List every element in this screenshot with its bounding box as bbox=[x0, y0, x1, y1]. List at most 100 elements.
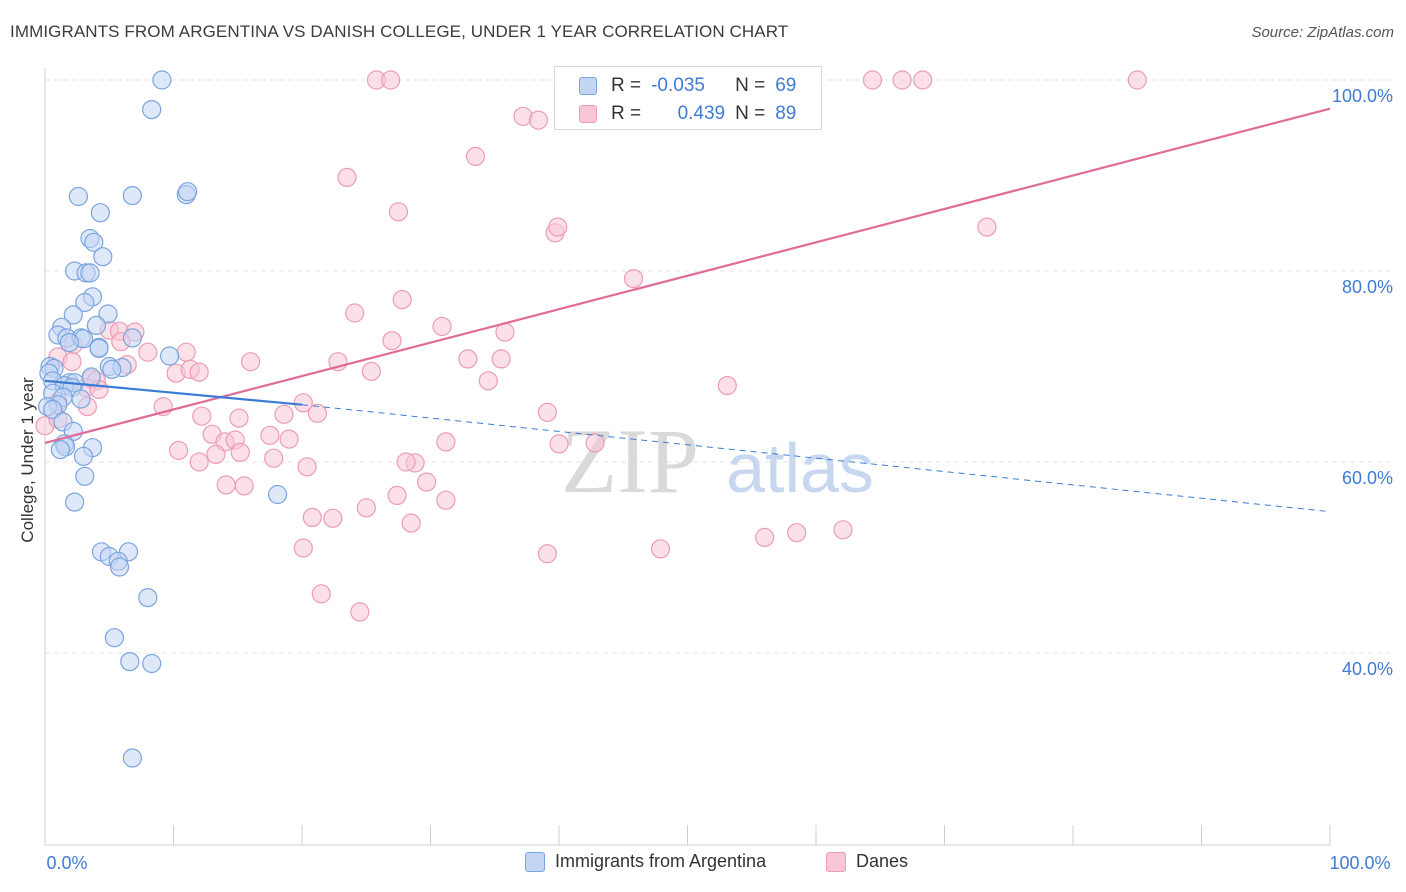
stats-row-argentina: R = -0.035 N = 69 bbox=[555, 72, 796, 100]
argentina-n-value: 69 bbox=[775, 75, 797, 96]
y-tick-label: 60.0% bbox=[1342, 468, 1393, 488]
legend-label-danes: Danes bbox=[856, 851, 909, 871]
danes-point bbox=[260, 425, 280, 445]
danes-point bbox=[62, 352, 82, 372]
danes-point bbox=[216, 475, 236, 495]
legend-item-argentina[interactable]: Immigrants from Argentina bbox=[525, 851, 766, 872]
watermark-zip: ZIP bbox=[561, 410, 699, 512]
danes-point bbox=[323, 508, 343, 528]
danes-point bbox=[189, 362, 209, 382]
danes-point bbox=[396, 452, 416, 472]
stats-legend: R = -0.035 N = 69 R = 0.439 N = 89 bbox=[554, 66, 822, 130]
danes-point bbox=[436, 432, 456, 452]
x-tick-min: 0.0% bbox=[46, 853, 87, 873]
n-label: N = bbox=[735, 103, 766, 124]
argentina-point bbox=[75, 292, 95, 313]
bottom-legend: Immigrants from Argentina Danes bbox=[0, 851, 1406, 877]
legend-swatch-argentina bbox=[525, 851, 545, 872]
danes-point bbox=[307, 403, 327, 423]
argentina-point bbox=[63, 305, 83, 325]
danes-point bbox=[401, 513, 421, 533]
danes-point bbox=[892, 70, 912, 90]
argentina-point bbox=[43, 399, 63, 420]
argentina-point bbox=[90, 203, 110, 223]
danes-point bbox=[297, 457, 317, 477]
danes-point bbox=[138, 342, 158, 362]
argentina-point bbox=[71, 389, 91, 409]
argentina-point bbox=[73, 446, 94, 466]
danes-point bbox=[279, 429, 299, 449]
argentina-point bbox=[122, 328, 142, 348]
r-label: R = bbox=[611, 103, 642, 124]
legend-label-argentina: Immigrants from Argentina bbox=[555, 851, 767, 871]
argentina-point bbox=[80, 263, 100, 283]
argentina-point bbox=[84, 232, 104, 252]
argentina-point bbox=[138, 587, 158, 608]
watermark-atlas: atlas bbox=[726, 429, 874, 507]
danes-point bbox=[350, 602, 370, 622]
danes-point bbox=[241, 352, 261, 372]
argentina-point bbox=[98, 304, 118, 324]
argentina-point bbox=[104, 628, 125, 648]
danes-point bbox=[623, 269, 644, 289]
argentina-point bbox=[122, 186, 142, 206]
argentina-point bbox=[122, 748, 142, 768]
danes-point bbox=[537, 544, 558, 564]
danes-point bbox=[311, 584, 331, 604]
argentina-point bbox=[268, 484, 288, 505]
argentina-point bbox=[93, 247, 113, 267]
y-tick-label: 80.0% bbox=[1342, 277, 1393, 297]
danes-point bbox=[381, 70, 401, 90]
danes-point bbox=[388, 202, 408, 222]
argentina-point bbox=[68, 186, 89, 207]
argentina-point bbox=[89, 338, 109, 358]
danes-point bbox=[537, 402, 558, 422]
argentina-trend-extension bbox=[301, 404, 1331, 513]
legend-item-danes[interactable]: Danes bbox=[826, 851, 908, 872]
argentina-point bbox=[59, 333, 80, 353]
source-label: Source: ZipAtlas.com bbox=[1251, 24, 1394, 41]
watermark: ZIP atlas bbox=[561, 410, 874, 512]
argentina-point bbox=[102, 359, 122, 379]
danes-point bbox=[478, 371, 498, 391]
danes-point bbox=[361, 361, 381, 381]
danes-swatch bbox=[579, 105, 597, 123]
danes-point bbox=[458, 349, 478, 369]
danes-point bbox=[717, 376, 737, 396]
argentina-point bbox=[120, 651, 140, 672]
argentina-point bbox=[142, 99, 162, 120]
argentina-swatch bbox=[579, 77, 597, 95]
danes-points bbox=[35, 70, 1147, 622]
argentina-point bbox=[142, 653, 162, 674]
argentina-point bbox=[64, 492, 85, 512]
danes-point bbox=[206, 444, 226, 464]
danes-point bbox=[787, 523, 807, 543]
danes-point bbox=[345, 303, 365, 323]
r-label: R = bbox=[611, 75, 642, 96]
danes-trend-line bbox=[44, 107, 1331, 444]
danes-point bbox=[302, 507, 322, 528]
danes-point bbox=[913, 70, 933, 90]
danes-point bbox=[189, 452, 209, 472]
danes-point bbox=[977, 217, 997, 237]
danes-point bbox=[192, 406, 212, 426]
argentina-point bbox=[178, 182, 198, 202]
argentina-point bbox=[50, 440, 71, 460]
argentina-point bbox=[81, 367, 101, 387]
argentina-trend-line bbox=[44, 379, 303, 406]
y-tick-label: 40.0% bbox=[1342, 659, 1393, 679]
y-axis-label: College, Under 1 year bbox=[18, 377, 37, 543]
y-tick-label: 100.0% bbox=[1332, 86, 1393, 106]
axis-layer: 40.0% 60.0% 80.0% 100.0% bbox=[44, 68, 1393, 846]
danes-point bbox=[293, 393, 313, 413]
n-label: N = bbox=[735, 75, 766, 96]
danes-point bbox=[585, 433, 605, 453]
danes-point bbox=[229, 408, 249, 428]
argentina-point bbox=[109, 557, 130, 577]
danes-point bbox=[293, 538, 313, 558]
danes-point bbox=[230, 442, 250, 462]
argentina-points bbox=[37, 70, 288, 768]
danes-point bbox=[862, 70, 883, 90]
danes-point bbox=[337, 167, 357, 187]
